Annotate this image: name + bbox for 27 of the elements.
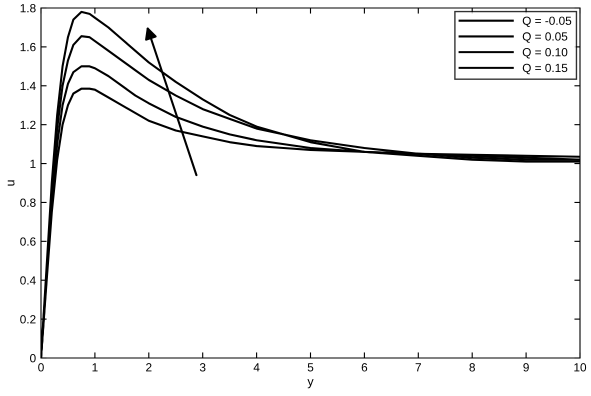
x-tick-label: 9 (523, 363, 529, 372)
y-tick-label: 1.8 (20, 4, 36, 12)
y-tick-label: 1.6 (20, 42, 36, 52)
x-tick-label: 6 (362, 363, 368, 372)
x-axis-title: y (307, 379, 314, 388)
y-tick-label: 0.2 (20, 315, 36, 324)
x-tick-label: 4 (254, 363, 260, 372)
x-tick-label: 2 (146, 363, 152, 372)
legend-label: Q = -0.05 (522, 16, 572, 28)
x-tick-label: 7 (416, 363, 421, 372)
y-tick-label: 1.2 (20, 120, 36, 129)
legend-label: Q = 0.15 (522, 64, 568, 74)
legend-label: Q = 0.05 (522, 32, 568, 43)
y-tick-label: 0.8 (20, 198, 36, 207)
y-tick-label: 0.4 (20, 276, 36, 285)
y-tick-label: 0 (30, 354, 36, 362)
x-tick-label: 10 (574, 363, 586, 372)
x-tick-label: 1 (92, 363, 98, 372)
y-tick-label: 0.6 (20, 237, 36, 246)
x-tick-label: 5 (308, 363, 314, 372)
x-tick-label: 0 (38, 363, 44, 372)
x-tick-label: 3 (200, 363, 206, 372)
y-tick-label: 1 (30, 160, 36, 168)
y-axis-title: u (8, 180, 14, 186)
x-tick-label: 8 (469, 363, 475, 372)
y-tick-label: 1.4 (20, 82, 36, 90)
legend-label: Q = 0.10 (522, 48, 568, 59)
